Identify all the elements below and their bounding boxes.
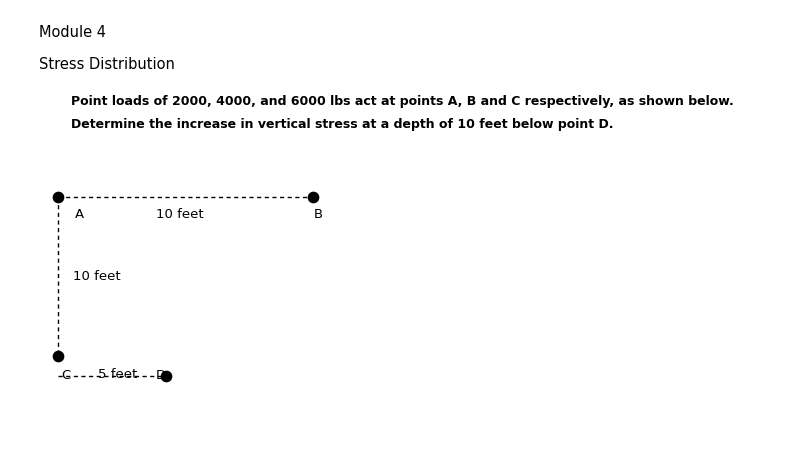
Text: 10 feet: 10 feet [73,270,121,283]
Text: Stress Distribution: Stress Distribution [39,57,174,72]
Text: 10 feet: 10 feet [157,208,204,222]
Point [52,352,65,359]
Text: Point loads of 2000, 4000, and 6000 lbs act at points A, B and C respectively, a: Point loads of 2000, 4000, and 6000 lbs … [71,95,733,108]
Point [160,372,173,380]
Text: D: D [156,369,165,382]
Text: Module 4: Module 4 [39,25,106,40]
Text: A: A [75,208,84,222]
Text: C: C [61,369,70,382]
Text: B: B [314,208,323,222]
Point [52,193,65,201]
Text: 5 feet: 5 feet [98,368,137,381]
Point [306,193,319,201]
Text: Determine the increase in vertical stress at a depth of 10 feet below point D.: Determine the increase in vertical stres… [71,118,613,131]
